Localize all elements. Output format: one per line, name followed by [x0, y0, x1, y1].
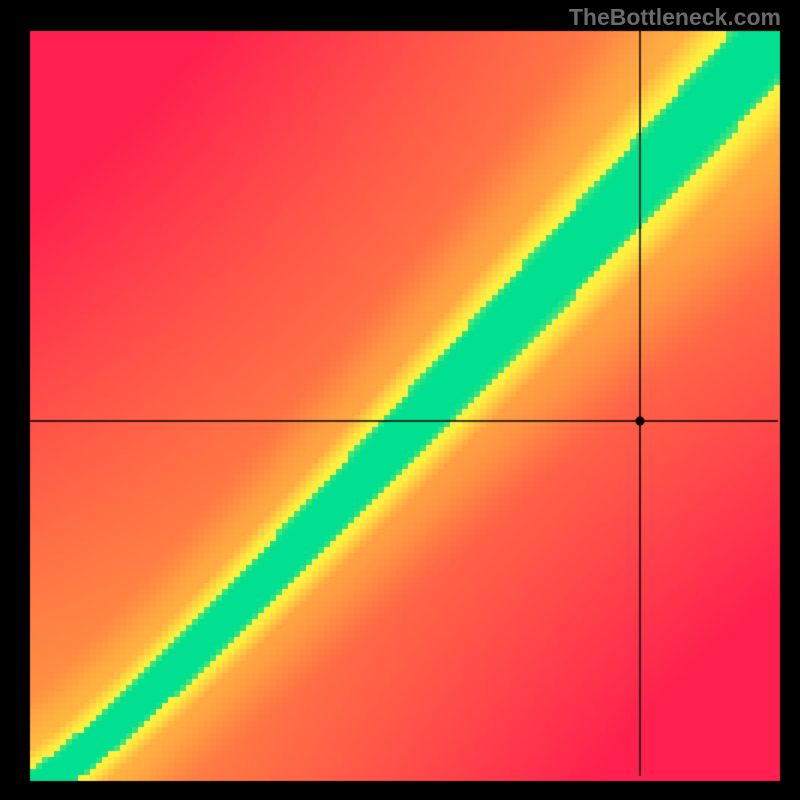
heatmap-canvas	[0, 0, 800, 800]
chart-container: { "canvas": { "width": 800, "height": 80…	[0, 0, 800, 800]
watermark-text: TheBottleneck.com	[569, 4, 781, 31]
